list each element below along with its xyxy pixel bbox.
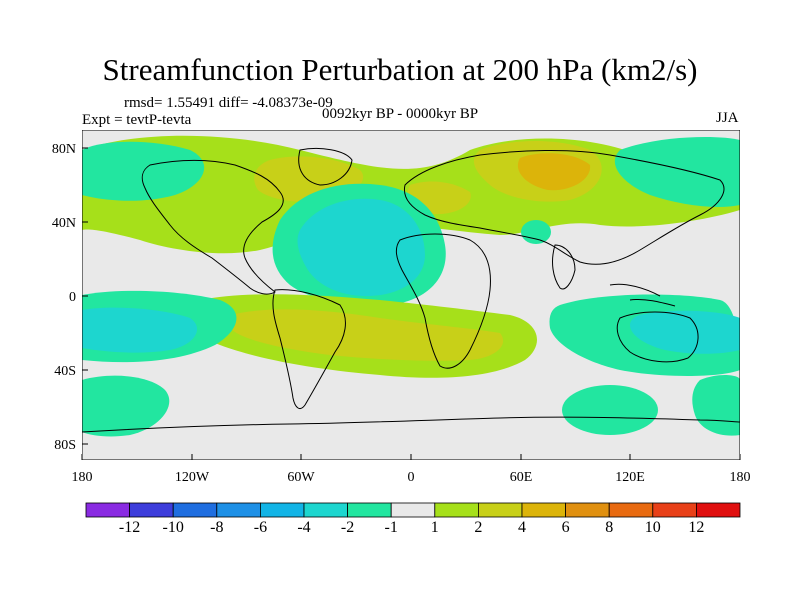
colorbar-swatch (390, 502, 436, 518)
contour-neg1-south-pacific (82, 375, 170, 437)
contour-neg2-atlantic (297, 198, 425, 297)
colorbar-swatch (608, 502, 654, 518)
colorbar-swatch (652, 502, 697, 518)
coastlines (82, 147, 740, 433)
lon-axis: 180 120W 60W 0 60E 120E 180 (72, 454, 751, 485)
lat-tick-0: 0 (69, 290, 76, 305)
colorbar-swatch (85, 502, 130, 518)
contour-pos3-eurasia (517, 153, 591, 191)
contour-neg2-sw-pacific (82, 307, 198, 353)
lon-tick-120w: 120W (175, 470, 210, 485)
colorbar-swatch (347, 502, 392, 518)
contour-neg1-south-indian (562, 385, 658, 435)
stats-label: rmsd= 1.55491 diff= -4.08373e-09 (124, 95, 333, 111)
colorbar-label: -12 (119, 519, 140, 536)
colorbar-swatch (477, 502, 523, 518)
colorbar-label: 1 (431, 519, 439, 536)
lon-tick-180e: 180 (730, 470, 751, 485)
colorbar-label: 10 (645, 519, 661, 536)
colorbar-swatch (565, 502, 610, 518)
colorbar-swatch (172, 502, 218, 518)
contour-pos2-tropics (226, 309, 504, 361)
colorbar-swatch (434, 502, 479, 518)
colorbar-swatch (696, 502, 741, 518)
colorbar-label: 8 (605, 519, 613, 536)
lon-tick-0: 0 (408, 470, 415, 485)
lat-tick-80s: 80S (54, 438, 76, 453)
colorbar: -12 -10 -8 -6 -4 -2 -1 1 2 4 6 8 10 12 (85, 502, 741, 536)
lat-tick-80n: 80N (52, 142, 76, 157)
colorbar-swatch (303, 502, 348, 518)
colorbar-swatch (259, 502, 305, 518)
colorbar-label: 2 (474, 519, 482, 536)
colorbar-label: 6 (562, 519, 570, 536)
colorbar-label: -8 (210, 519, 223, 536)
colorbar-label: 12 (688, 519, 704, 536)
lon-tick-60w: 60W (287, 470, 315, 485)
colorbar-label: -6 (254, 519, 267, 536)
contour-neg1-blob (521, 220, 551, 244)
page-title: Streamfunction Perturbation at 200 hPa (… (102, 52, 698, 87)
colorbar-swatch (521, 502, 566, 518)
colorbar-label: -10 (163, 519, 184, 536)
lat-axis: 80N 40N 0 40S 80S (52, 142, 88, 453)
contour-neg1-pacific-north (82, 141, 205, 201)
lon-tick-180w: 180 (72, 470, 93, 485)
season-label: JJA (716, 110, 739, 126)
colorbar-label: -4 (297, 519, 310, 536)
colorbar-label: 4 (518, 519, 526, 536)
lat-tick-40s: 40S (54, 364, 76, 379)
lon-tick-60e: 60E (510, 470, 533, 485)
colorbar-label: -2 (341, 519, 354, 536)
contour-neg2-australia (630, 310, 740, 354)
lat-tick-40n: 40N (52, 216, 76, 231)
colorbar-label: -1 (385, 519, 398, 536)
period-label: 0092kyr BP - 0000kyr BP (322, 106, 479, 122)
colorbar-swatch (129, 502, 174, 518)
streamfunction-field (82, 130, 740, 460)
colorbar-swatch (216, 502, 261, 518)
lon-tick-120e: 120E (615, 470, 645, 485)
experiment-label: Expt = tevtP-tevta (82, 112, 192, 128)
contour-neg1-pacific-ne (614, 137, 740, 207)
